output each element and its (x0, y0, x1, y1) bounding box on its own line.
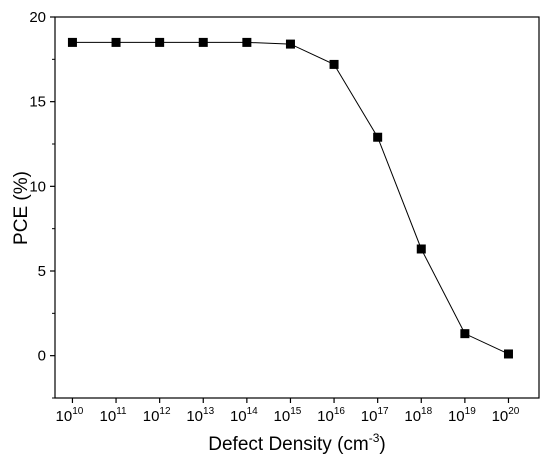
x-tick-label: 1012 (143, 406, 171, 425)
x-tick-base: 10 (317, 408, 334, 425)
x-tick-exponent: 14 (247, 406, 259, 417)
x-tick-label: 1017 (361, 406, 389, 425)
data-point-marker (155, 37, 165, 47)
y-axis-ticks: 0 5 10 15 20 (29, 9, 55, 399)
x-tick-label: 1016 (317, 406, 345, 425)
x-tick-base: 10 (143, 408, 160, 425)
x-axis-title-close: ) (379, 434, 385, 455)
x-tick-label: 1011 (100, 406, 128, 425)
x-tick-base: 10 (404, 408, 421, 425)
x-tick-exponent: 20 (508, 406, 520, 417)
data-point-marker (285, 39, 295, 49)
x-axis-title: Defect Density (cm-3) (208, 431, 385, 455)
x-tick-label: 1019 (448, 406, 476, 425)
x-tick-exponent: 10 (72, 406, 84, 417)
data-point-marker (242, 37, 252, 47)
y-tick-label: 15 (29, 94, 46, 111)
x-tick-exponent: 17 (377, 406, 389, 417)
x-tick-base: 10 (361, 408, 378, 425)
y-tick-label: 20 (29, 9, 46, 26)
x-tick-base: 10 (186, 408, 203, 425)
data-point-marker (67, 37, 77, 47)
x-tick-base: 10 (56, 408, 73, 425)
x-tick-exponent: 11 (116, 406, 127, 417)
x-tick-exponent: 12 (159, 406, 171, 417)
x-tick-exponent: 19 (465, 406, 477, 417)
x-tick-base: 10 (230, 408, 247, 425)
series-group (67, 37, 513, 359)
x-tick-base: 10 (492, 408, 509, 425)
x-tick-exponent: 16 (334, 406, 346, 417)
x-tick-base: 10 (100, 408, 117, 425)
x-tick-label: 1013 (186, 406, 214, 425)
x-tick-exponent: 13 (203, 406, 215, 417)
data-point-marker (111, 37, 121, 47)
y-tick-label: 10 (29, 178, 46, 195)
x-tick-base: 10 (448, 408, 465, 425)
data-point-marker (373, 132, 383, 142)
x-tick-label: 1010 (56, 406, 84, 425)
x-tick-base: 10 (274, 408, 291, 425)
data-point-marker (329, 59, 339, 69)
x-tick-label: 1015 (274, 406, 302, 425)
x-axis-ticks: 1010 1011 1012 1013 1014 1015 1016 1017 1018 1019… (56, 398, 520, 425)
y-axis-title: PCE (%) (11, 171, 32, 245)
data-point-marker (460, 329, 470, 339)
plot-frame (54, 16, 540, 399)
x-axis-title-sup: -3 (369, 431, 380, 445)
x-tick-label: 1018 (404, 406, 432, 425)
data-point-marker (198, 37, 208, 47)
series-line (72, 41, 509, 355)
x-tick-exponent: 15 (290, 406, 302, 417)
data-point-marker (503, 349, 513, 359)
x-tick-label: 1014 (230, 406, 258, 425)
data-point-marker (416, 244, 426, 254)
y-tick-label: 0 (38, 348, 46, 365)
y-tick-label: 5 (38, 263, 46, 280)
x-tick-exponent: 18 (421, 406, 433, 417)
x-axis-title-main: Defect Density (cm (208, 434, 368, 455)
x-tick-label: 1020 (492, 406, 520, 425)
